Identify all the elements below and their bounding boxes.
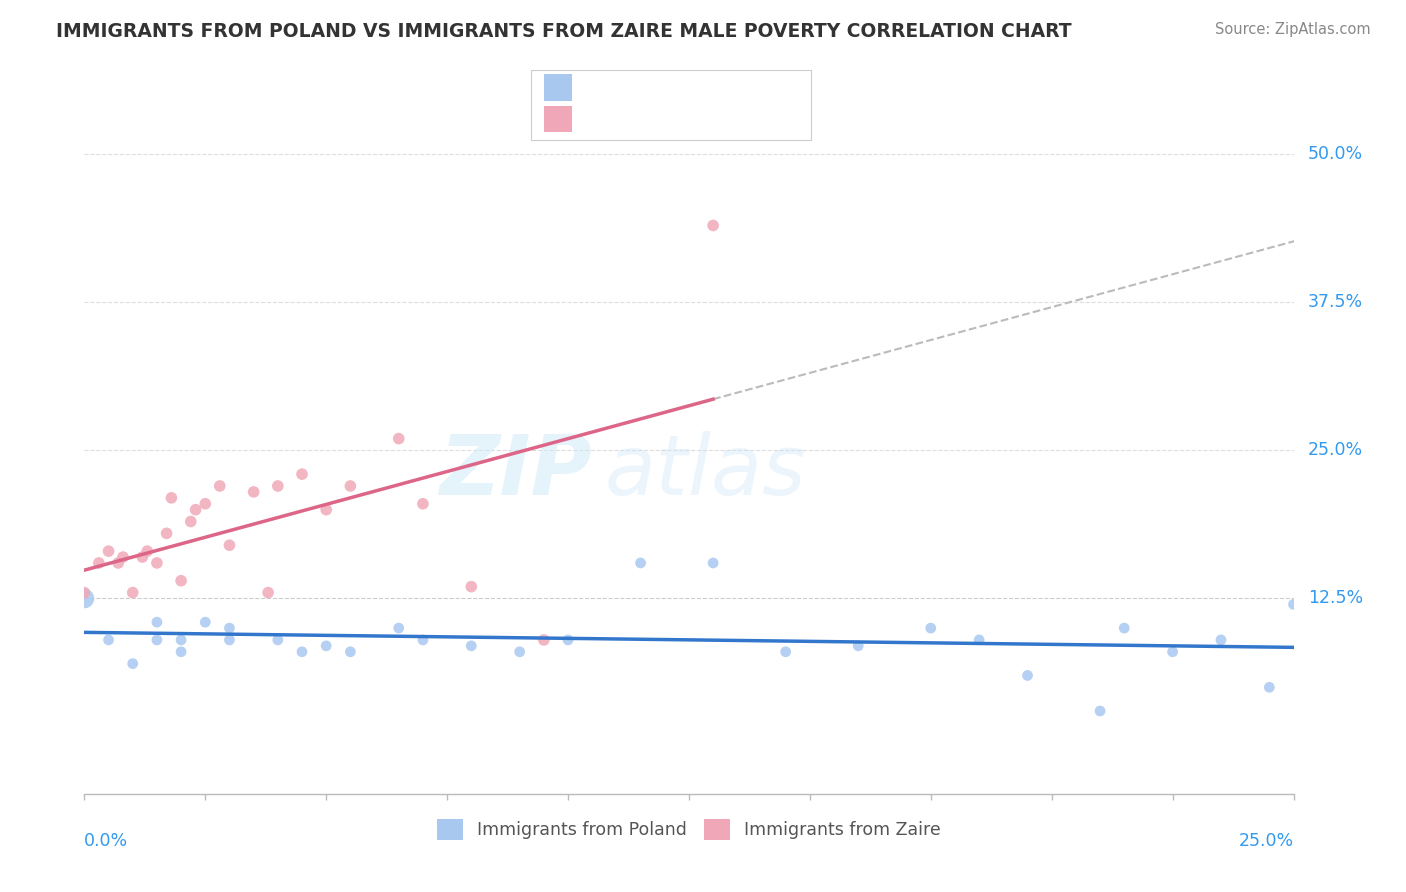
Legend: Immigrants from Poland, Immigrants from Zaire: Immigrants from Poland, Immigrants from … bbox=[430, 812, 948, 847]
Point bbox=[388, 432, 411, 446]
Text: 28: 28 bbox=[692, 112, 717, 130]
Point bbox=[160, 491, 183, 505]
Point bbox=[315, 502, 337, 516]
Point bbox=[194, 497, 217, 511]
Text: R =: R = bbox=[579, 112, 619, 130]
Point bbox=[1017, 668, 1039, 682]
Point bbox=[170, 574, 193, 588]
Point bbox=[339, 479, 361, 493]
Point bbox=[460, 580, 482, 594]
Text: Source: ZipAtlas.com: Source: ZipAtlas.com bbox=[1215, 22, 1371, 37]
Point bbox=[146, 556, 169, 570]
Text: 37.5%: 37.5% bbox=[1308, 293, 1364, 311]
Point bbox=[412, 632, 434, 647]
Point bbox=[1088, 704, 1111, 718]
Point bbox=[267, 632, 290, 647]
Point bbox=[1114, 621, 1136, 635]
Point bbox=[1282, 598, 1305, 612]
Point bbox=[184, 502, 207, 516]
Point bbox=[218, 538, 240, 552]
Point bbox=[121, 585, 143, 599]
Point bbox=[702, 219, 724, 233]
Point bbox=[267, 479, 290, 493]
Point bbox=[967, 632, 990, 647]
Point bbox=[107, 556, 129, 570]
Point bbox=[112, 549, 135, 564]
Text: 50.0%: 50.0% bbox=[1308, 145, 1364, 163]
Point bbox=[146, 615, 169, 630]
Text: 12.5%: 12.5% bbox=[1308, 590, 1364, 607]
Point bbox=[87, 556, 110, 570]
Point bbox=[509, 645, 531, 659]
Text: N =: N = bbox=[664, 112, 703, 130]
Point bbox=[131, 549, 153, 564]
Point bbox=[291, 467, 314, 482]
Text: R =: R = bbox=[579, 82, 619, 101]
Point bbox=[460, 639, 482, 653]
Point bbox=[180, 515, 202, 529]
Point bbox=[846, 639, 869, 653]
Point bbox=[339, 645, 361, 659]
Point bbox=[1209, 632, 1232, 647]
Point bbox=[412, 497, 434, 511]
Point bbox=[920, 621, 942, 635]
Point bbox=[155, 526, 177, 541]
Point bbox=[242, 484, 264, 499]
Point bbox=[1161, 645, 1184, 659]
Text: 0.0%: 0.0% bbox=[84, 831, 128, 850]
Point bbox=[702, 556, 724, 570]
Point bbox=[291, 645, 314, 659]
Point bbox=[73, 591, 96, 606]
Point bbox=[208, 479, 231, 493]
Text: 25.0%: 25.0% bbox=[1239, 831, 1294, 850]
Text: atlas: atlas bbox=[605, 431, 806, 512]
Point bbox=[218, 621, 240, 635]
Point bbox=[121, 657, 143, 671]
Point bbox=[97, 544, 120, 558]
Point bbox=[194, 615, 217, 630]
Point bbox=[388, 621, 411, 635]
Point bbox=[97, 632, 120, 647]
Text: 0.498: 0.498 bbox=[607, 112, 665, 130]
Point bbox=[257, 585, 280, 599]
Point bbox=[170, 645, 193, 659]
Point bbox=[218, 632, 240, 647]
Point bbox=[533, 632, 555, 647]
Text: N =: N = bbox=[664, 82, 703, 101]
Text: 0.140: 0.140 bbox=[607, 82, 664, 101]
Point bbox=[170, 632, 193, 647]
Point bbox=[136, 544, 159, 558]
Text: 32: 32 bbox=[692, 82, 717, 101]
Point bbox=[775, 645, 797, 659]
Point bbox=[557, 632, 579, 647]
Point bbox=[73, 585, 96, 599]
Point bbox=[1258, 681, 1281, 695]
Text: ZIP: ZIP bbox=[440, 431, 592, 512]
Point bbox=[630, 556, 652, 570]
Point bbox=[315, 639, 337, 653]
Text: IMMIGRANTS FROM POLAND VS IMMIGRANTS FROM ZAIRE MALE POVERTY CORRELATION CHART: IMMIGRANTS FROM POLAND VS IMMIGRANTS FRO… bbox=[56, 22, 1071, 41]
Point bbox=[146, 632, 169, 647]
Text: 25.0%: 25.0% bbox=[1308, 442, 1364, 459]
